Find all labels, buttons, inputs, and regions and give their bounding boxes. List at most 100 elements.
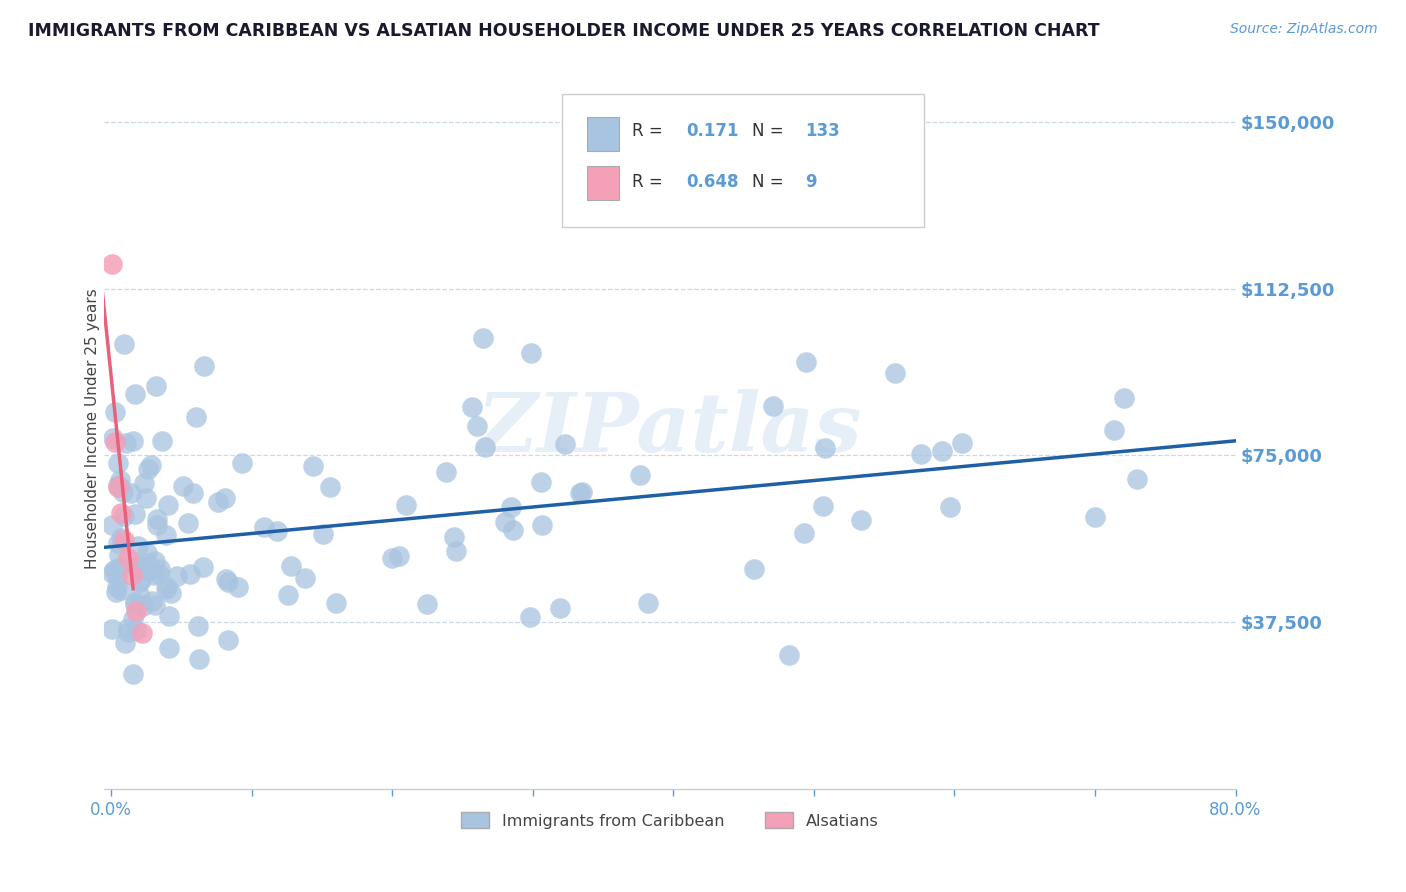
Point — [132, 560, 155, 574]
Text: ZIPatlas: ZIPatlas — [477, 389, 862, 468]
Point — [179, 566, 201, 581]
Point — [103, 563, 125, 577]
Point — [122, 612, 145, 626]
Point — [474, 440, 496, 454]
Point — [214, 491, 236, 505]
Point — [312, 527, 335, 541]
Point — [110, 531, 132, 545]
Point — [502, 524, 524, 538]
Point — [1084, 510, 1107, 524]
Point — [950, 436, 973, 450]
Point — [160, 586, 183, 600]
Point — [148, 562, 170, 576]
Point — [910, 447, 932, 461]
Point — [319, 480, 342, 494]
Point — [136, 546, 159, 560]
Point — [129, 589, 152, 603]
Point — [277, 588, 299, 602]
Point — [637, 596, 659, 610]
Point — [135, 491, 157, 505]
Point — [112, 509, 135, 524]
Point — [120, 486, 142, 500]
Point — [155, 582, 177, 596]
Point — [139, 458, 162, 472]
Point — [294, 571, 316, 585]
Point — [124, 624, 146, 638]
Point — [814, 441, 837, 455]
Point — [217, 633, 239, 648]
Point — [117, 550, 139, 565]
Point — [108, 480, 131, 494]
Point — [742, 562, 765, 576]
Point — [1102, 423, 1125, 437]
Point — [548, 601, 571, 615]
Point — [444, 544, 467, 558]
Point — [157, 609, 180, 624]
Point — [143, 568, 166, 582]
Point — [129, 572, 152, 586]
Point — [131, 626, 153, 640]
Point — [124, 507, 146, 521]
Point — [143, 599, 166, 613]
Point — [101, 518, 124, 533]
Point — [152, 434, 174, 448]
Point — [101, 566, 124, 580]
Point — [568, 486, 591, 500]
Point — [187, 619, 209, 633]
Point — [628, 468, 651, 483]
Text: N =: N = — [752, 173, 789, 191]
Point — [554, 436, 576, 450]
Point — [107, 456, 129, 470]
Point — [207, 495, 229, 509]
Point — [280, 558, 302, 573]
Point — [107, 479, 129, 493]
Point — [101, 257, 124, 271]
Point — [1126, 472, 1149, 486]
Point — [188, 651, 211, 665]
Point — [415, 597, 437, 611]
Point — [104, 405, 127, 419]
Point — [104, 435, 127, 450]
Point — [136, 461, 159, 475]
Point — [465, 419, 488, 434]
Point — [110, 583, 132, 598]
Point — [117, 622, 139, 636]
Point — [494, 516, 516, 530]
Point — [125, 604, 148, 618]
Point — [499, 500, 522, 515]
FancyBboxPatch shape — [562, 94, 924, 227]
Point — [124, 595, 146, 609]
Point — [108, 474, 131, 488]
Text: N =: N = — [752, 122, 789, 140]
Point — [143, 554, 166, 568]
Text: Source: ZipAtlas.com: Source: ZipAtlas.com — [1230, 22, 1378, 37]
Point — [531, 517, 554, 532]
Point — [115, 435, 138, 450]
Point — [145, 379, 167, 393]
Point — [156, 580, 179, 594]
Point — [461, 400, 484, 414]
Point — [181, 486, 204, 500]
Bar — [588, 117, 619, 152]
Point — [193, 560, 215, 574]
Bar — [588, 166, 619, 201]
Point — [127, 540, 149, 554]
Point — [172, 479, 194, 493]
Point — [101, 431, 124, 445]
Point — [434, 465, 457, 479]
Point — [217, 574, 239, 589]
Point — [325, 596, 347, 610]
Point — [112, 485, 135, 500]
Point — [136, 565, 159, 579]
Point — [177, 516, 200, 530]
Point — [1114, 391, 1136, 405]
Point — [138, 557, 160, 571]
Point — [851, 513, 873, 527]
Point — [215, 572, 238, 586]
Point — [266, 524, 288, 538]
Point — [124, 387, 146, 401]
Point — [395, 498, 418, 512]
Text: 9: 9 — [806, 173, 817, 191]
Point — [132, 476, 155, 491]
Point — [883, 366, 905, 380]
